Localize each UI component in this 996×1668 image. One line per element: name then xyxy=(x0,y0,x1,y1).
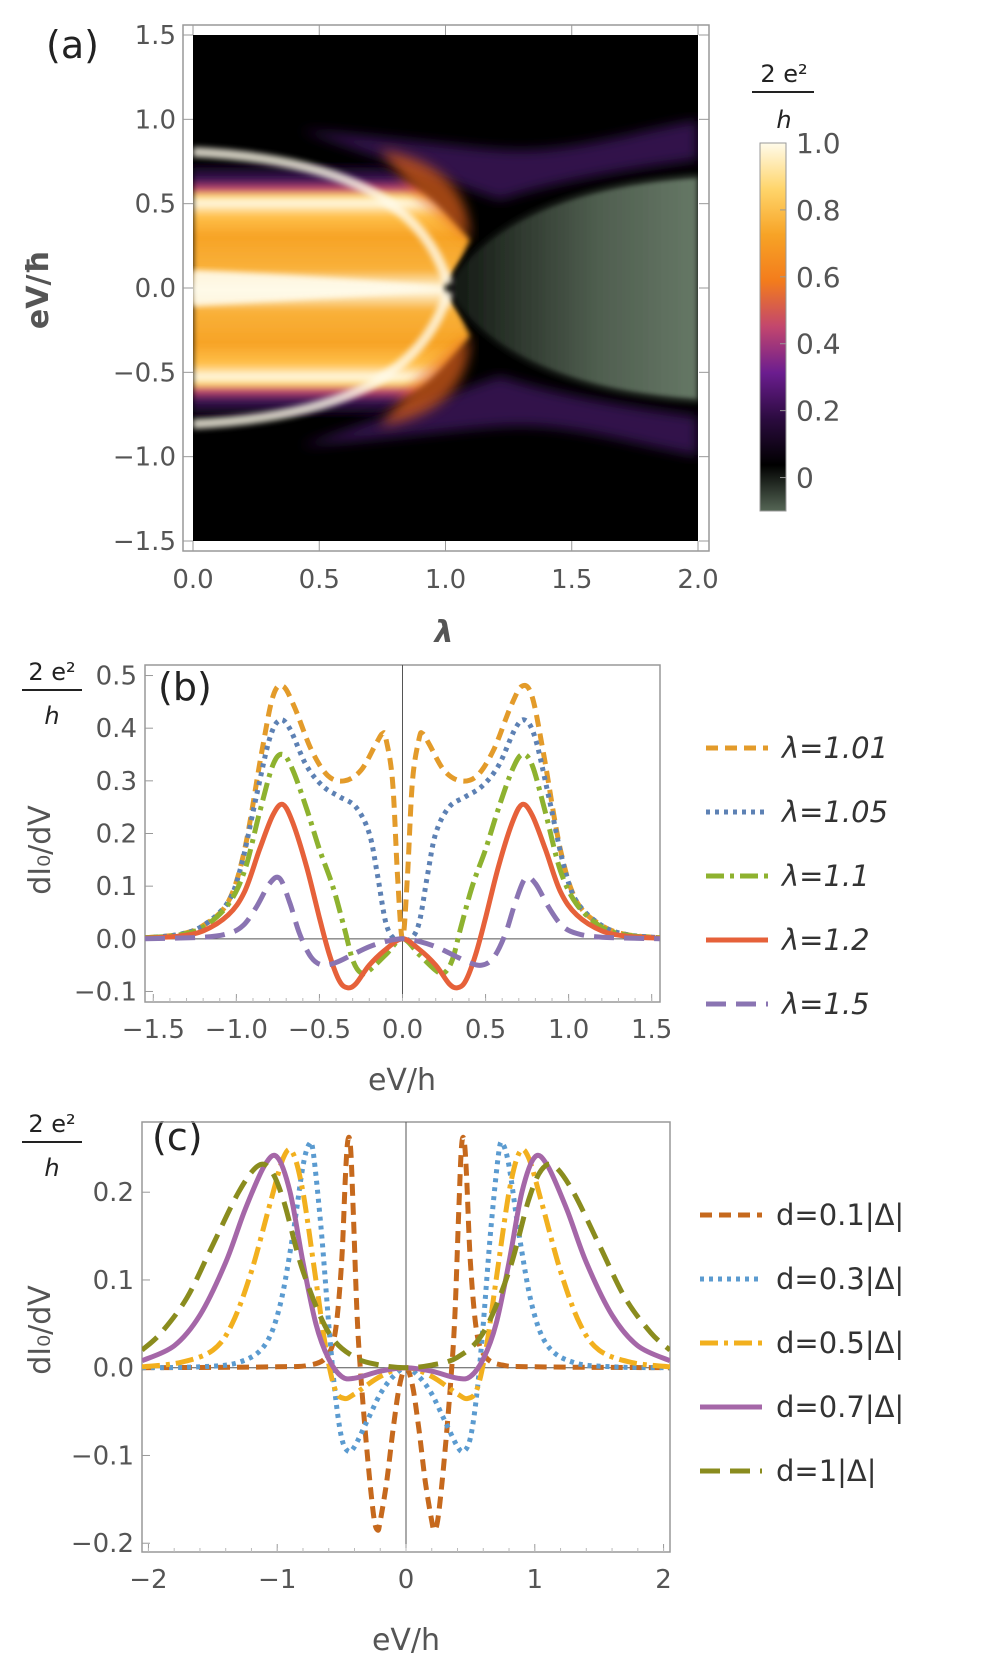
panel-c-y-tick-label: −0.2 xyxy=(71,1529,134,1559)
panel-c-y-label: dI₀/dV xyxy=(23,1285,58,1375)
colorbar-tick-label: 0.6 xyxy=(796,261,841,294)
panel-b-unit-numerator: 2 e² xyxy=(28,658,75,686)
panel-c-y-tick-label: 0.2 xyxy=(93,1178,134,1208)
panel-c-legend-label-3: d=0.5|Δ| xyxy=(776,1326,904,1360)
panel-a-y-tick-label: 0.0 xyxy=(135,274,176,304)
panel-b-x-tick-label: −1.0 xyxy=(205,1015,268,1045)
panel-a-x-ticks: 0.0 0.5 1.0 1.5 2.0 xyxy=(172,25,719,595)
colorbar-tick-label: 0.4 xyxy=(796,328,841,361)
panel-b-series xyxy=(145,682,660,991)
panel-c-x-tick-label: −2 xyxy=(129,1565,167,1595)
panel-c-x-tick-label: 2 xyxy=(655,1565,672,1595)
panel-a-y-tick-label: 1.5 xyxy=(135,21,176,51)
colorbar-unit-numerator: 2 e² xyxy=(760,60,807,88)
colorbar-tick-label: 0 xyxy=(796,462,814,495)
panel-c-axes: 0.2 0.1 0.0 −0.1 −0.2 −2 −1 0 1 2 xyxy=(71,1121,672,1595)
panel-b-x-tick-label: −0.5 xyxy=(288,1015,351,1045)
panel-a-x-tick-label: 1.5 xyxy=(551,565,592,595)
panel-b-y-tick-label: −0.1 xyxy=(74,977,137,1007)
panel-b-x-tick-label: 0.0 xyxy=(382,1015,423,1045)
panel-a-y-tick-label: −1.0 xyxy=(113,443,176,473)
panel-c-x-tick-label: −1 xyxy=(258,1565,296,1595)
panel-c-y-tick-label: −0.1 xyxy=(71,1441,134,1471)
panel-a-y-tick-label: 1.0 xyxy=(135,105,176,135)
panel-b-axes: 0.5 0.4 0.3 0.2 0.1 0.0 −0.1 −1.5 −1.0 −0.5 0.0 0.5… xyxy=(74,662,673,1045)
colorbar-tick-label: 1.0 xyxy=(796,127,841,160)
panel-b-x-tick-label: 1.0 xyxy=(548,1015,589,1045)
panel-b-series-5-line xyxy=(145,874,660,968)
panel-b-x-label: eV/h xyxy=(368,1063,436,1098)
panel-c-x-tick-label: 1 xyxy=(527,1565,544,1595)
panel-b-y-tick-label: 0.2 xyxy=(96,820,137,850)
panel-c-legend-label-1: d=0.1|Δ| xyxy=(776,1198,904,1232)
panel-c-y-tick-label: 0.0 xyxy=(93,1354,134,1384)
panel-c-legend-label-2: d=0.3|Δ| xyxy=(776,1262,904,1296)
panel-a-x-tick-label: 0.5 xyxy=(299,565,340,595)
panel-c-y-tick-label: 0.1 xyxy=(93,1266,134,1296)
colorbar-unit-denominator: h xyxy=(776,106,791,134)
panel-b-legend: λ=1.01 λ=1.05 λ=1.1 λ=1.2 λ=1.5 xyxy=(706,731,888,1021)
panel-b-x-tick-label: 1.5 xyxy=(631,1015,672,1045)
panel-b-y-tick-label: 0.5 xyxy=(96,662,137,692)
panel-b-series-2-line xyxy=(145,717,660,943)
heatmap-image xyxy=(193,35,698,541)
panel-a-y-label: eV/ħ xyxy=(21,251,56,329)
panel-b-y-label: dI₀/dV xyxy=(23,805,58,895)
panel-a-y-tick-label: 0.5 xyxy=(135,190,176,220)
panel-a-tag: (a) xyxy=(46,23,99,67)
panel-b-y-tick-label: 0.4 xyxy=(96,714,137,744)
panel-b-line-chart: (b) 2 e² h dI₀/dV eV/h 0.50.40.30.20.10.… xyxy=(22,658,888,1098)
panel-b-legend-label-2: λ=1.05 xyxy=(780,795,888,829)
panel-b-tag: (b) xyxy=(158,665,212,709)
panel-c-unit-numerator: 2 e² xyxy=(28,1110,75,1138)
colorbar-tick-label: 0.2 xyxy=(796,395,841,428)
panel-a-y-tick-label: −0.5 xyxy=(113,358,176,388)
colorbar-ticks: 1.0 0.8 0.6 0.4 0.2 0 xyxy=(780,127,841,495)
panel-a-y-ticks: 1.5 1.0 0.5 0.0 −0.5 −1.0 −1.5 xyxy=(113,21,709,557)
panel-a-x-tick-label: 2.0 xyxy=(677,565,718,595)
panel-c-series xyxy=(142,1134,670,1533)
panel-b-unit-denominator: h xyxy=(44,702,59,730)
colorbar-bar xyxy=(759,142,787,512)
panel-b-y-tick-label: 0.0 xyxy=(96,925,137,955)
panel-c-line-chart: (c) 2 e² h dI₀/dV eV/h 0.20.10.0−0.1−0.2… xyxy=(22,1110,904,1658)
panel-b-x-tick-label: −1.5 xyxy=(122,1015,185,1045)
panel-a-x-label: λ xyxy=(433,615,454,650)
panel-c-legend-label-4: d=0.7|Δ| xyxy=(776,1390,904,1424)
panel-b-x-tick-label: 0.5 xyxy=(465,1015,506,1045)
colorbar-tick-label: 0.8 xyxy=(796,194,841,227)
panel-a-x-tick-label: 1.0 xyxy=(425,565,466,595)
panel-a-heatmap: (a) 1.51.00.50.0−0.5−1.0−1.5 0.0 0.5 1.0 1.… xyxy=(21,21,841,650)
panel-b-legend-label-3: λ=1.1 xyxy=(780,859,870,893)
panel-b-y-tick-label: 0.1 xyxy=(96,872,137,902)
panel-c-legend: d=0.1|Δ| d=0.3|Δ| d=0.5|Δ| d=0.7|Δ| d=1|Δ| xyxy=(700,1198,904,1488)
panel-b-legend-label-4: λ=1.2 xyxy=(780,923,870,957)
panel-c-series-5-line xyxy=(142,1161,670,1371)
panel-c-x-label: eV/h xyxy=(372,1623,440,1658)
panel-c-legend-label-5: d=1|Δ| xyxy=(776,1454,877,1488)
panel-c-unit-denominator: h xyxy=(44,1154,59,1182)
panel-b-legend-label-1: λ=1.01 xyxy=(780,731,888,765)
colorbar: 2 e² h 1.0 0.8 0.6 0.4 0.2 0 xyxy=(752,60,841,512)
panel-b-legend-label-5: λ=1.5 xyxy=(780,987,870,1021)
panel-b-y-tick-label: 0.3 xyxy=(96,767,137,797)
panel-a-y-tick-label: −1.5 xyxy=(113,527,176,557)
panel-a-x-tick-label: 0.0 xyxy=(172,565,213,595)
panel-c-x-tick-label: 0 xyxy=(398,1565,415,1595)
